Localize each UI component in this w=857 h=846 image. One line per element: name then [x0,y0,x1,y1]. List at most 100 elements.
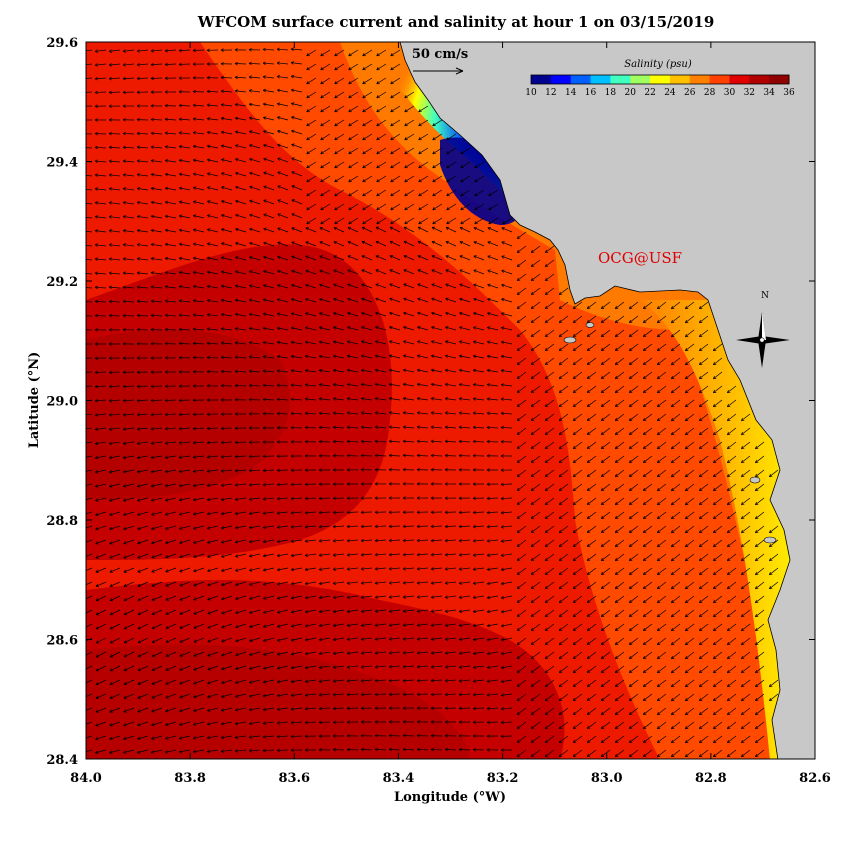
colorbar-cell [710,75,730,84]
x-tick-label: 83.6 [278,771,310,786]
y-axis-label: Latitude (°N) [27,352,42,449]
current-vector-head [82,556,85,559]
colorbar-cell [591,75,611,84]
colorbar-tick-label: 12 [545,88,556,98]
y-tick-label: 29.4 [46,156,78,171]
salinity-field [81,42,815,760]
current-vector-head [81,63,84,66]
current-vector-head [81,77,84,80]
current-vector-head [81,328,84,331]
compass-north-label: N [761,291,769,301]
current-vector-head [81,385,84,388]
colorbar-tick-label: 36 [783,88,795,98]
colorbar-cell [531,75,551,84]
y-tick-label: 29.6 [46,36,78,51]
current-vector-head [81,470,84,473]
colorbar-cell [630,75,650,84]
colorbar-cell [610,75,630,84]
x-tick-label: 83.0 [591,771,623,786]
current-vector-head [81,132,84,135]
y-tick-label: 29.2 [46,275,78,290]
colorbar-cell [769,75,789,84]
colorbar-cell [650,75,670,84]
current-vector-head [82,570,85,573]
compass-center [760,338,764,342]
x-tick-label: 84.0 [70,771,102,786]
current-vector-head [82,696,85,699]
current-vector-head [81,751,84,754]
current-vector-head [81,258,84,261]
colorbar-cell [749,75,769,84]
scale-arrow-label: 50 cm/s [412,47,468,62]
colorbar-cell [729,75,749,84]
y-tick-label: 29.0 [46,395,78,410]
x-tick-label: 83.2 [487,771,519,786]
current-vector-head [82,710,85,713]
map-title: WFCOM surface current and salinity at ho… [197,13,715,31]
current-vector-head [81,428,84,431]
island [764,537,776,543]
current-vector-head [81,300,84,303]
current-vector-head [81,160,84,163]
colorbar-title: Salinity (psu) [624,59,692,70]
current-vector-head [82,527,85,530]
current-vector-head [81,146,84,149]
current-vector-head [81,343,84,346]
colorbar-tick-label: 16 [585,88,597,98]
colorbar-tick-label: 14 [565,88,577,98]
colorbar-tick-label: 26 [684,88,696,98]
current-vector-head [82,641,85,644]
colorbar-cell [551,75,571,84]
current-vector-head [81,188,84,191]
current-vector-head [82,668,85,671]
y-tick-label: 28.6 [46,634,78,649]
current-vector-head [81,314,84,317]
current-vector-head [81,230,84,233]
current-vector-head [82,654,85,657]
island [750,477,760,483]
current-vector-head [82,598,85,601]
current-vector-head [81,50,84,53]
colorbar-tick-label: 20 [625,88,637,98]
y-tick-label: 28.4 [46,753,78,768]
island [586,323,594,328]
current-vector-head [82,612,85,615]
colorbar-tick-label: 30 [724,88,736,98]
current-vector-head [82,584,85,587]
current-vector-head [82,541,85,544]
colorbar-tick-label: 32 [744,88,755,98]
current-vector-head [81,286,84,289]
current-vector-head [81,91,84,94]
current-vector-head [82,737,85,740]
current-vector-head [82,626,85,629]
colorbar-tick-label: 22 [644,88,655,98]
credit-label: OCG@USF [598,249,682,267]
current-vector-head [82,682,85,685]
x-tick-label: 83.8 [174,771,206,786]
current-vector-head [81,119,84,122]
colorbar-tick-label: 28 [704,88,716,98]
current-vector-head [81,357,84,360]
current-vector-head [81,202,84,205]
current-vector-head [81,371,84,374]
current-vector-head [81,399,84,402]
current-vector-head [81,442,84,445]
colorbar-tick-label: 10 [525,88,537,98]
current-vector-head [81,174,84,177]
colorbar-cell [571,75,591,84]
x-tick-label: 82.8 [695,771,727,786]
colorbar-cells [531,75,790,84]
colorbar-cell [670,75,690,84]
y-tick-label: 28.8 [46,514,78,529]
current-vector-head [81,272,84,275]
colorbar-tick-label: 24 [664,88,676,98]
current-vector-head [81,105,84,108]
current-vector-head [81,244,84,247]
colorbar-tick-label: 18 [605,88,617,98]
colorbar-tick-label: 34 [763,88,775,98]
current-vector-head [81,485,84,488]
island [564,337,576,343]
x-tick-label: 83.4 [383,771,415,786]
